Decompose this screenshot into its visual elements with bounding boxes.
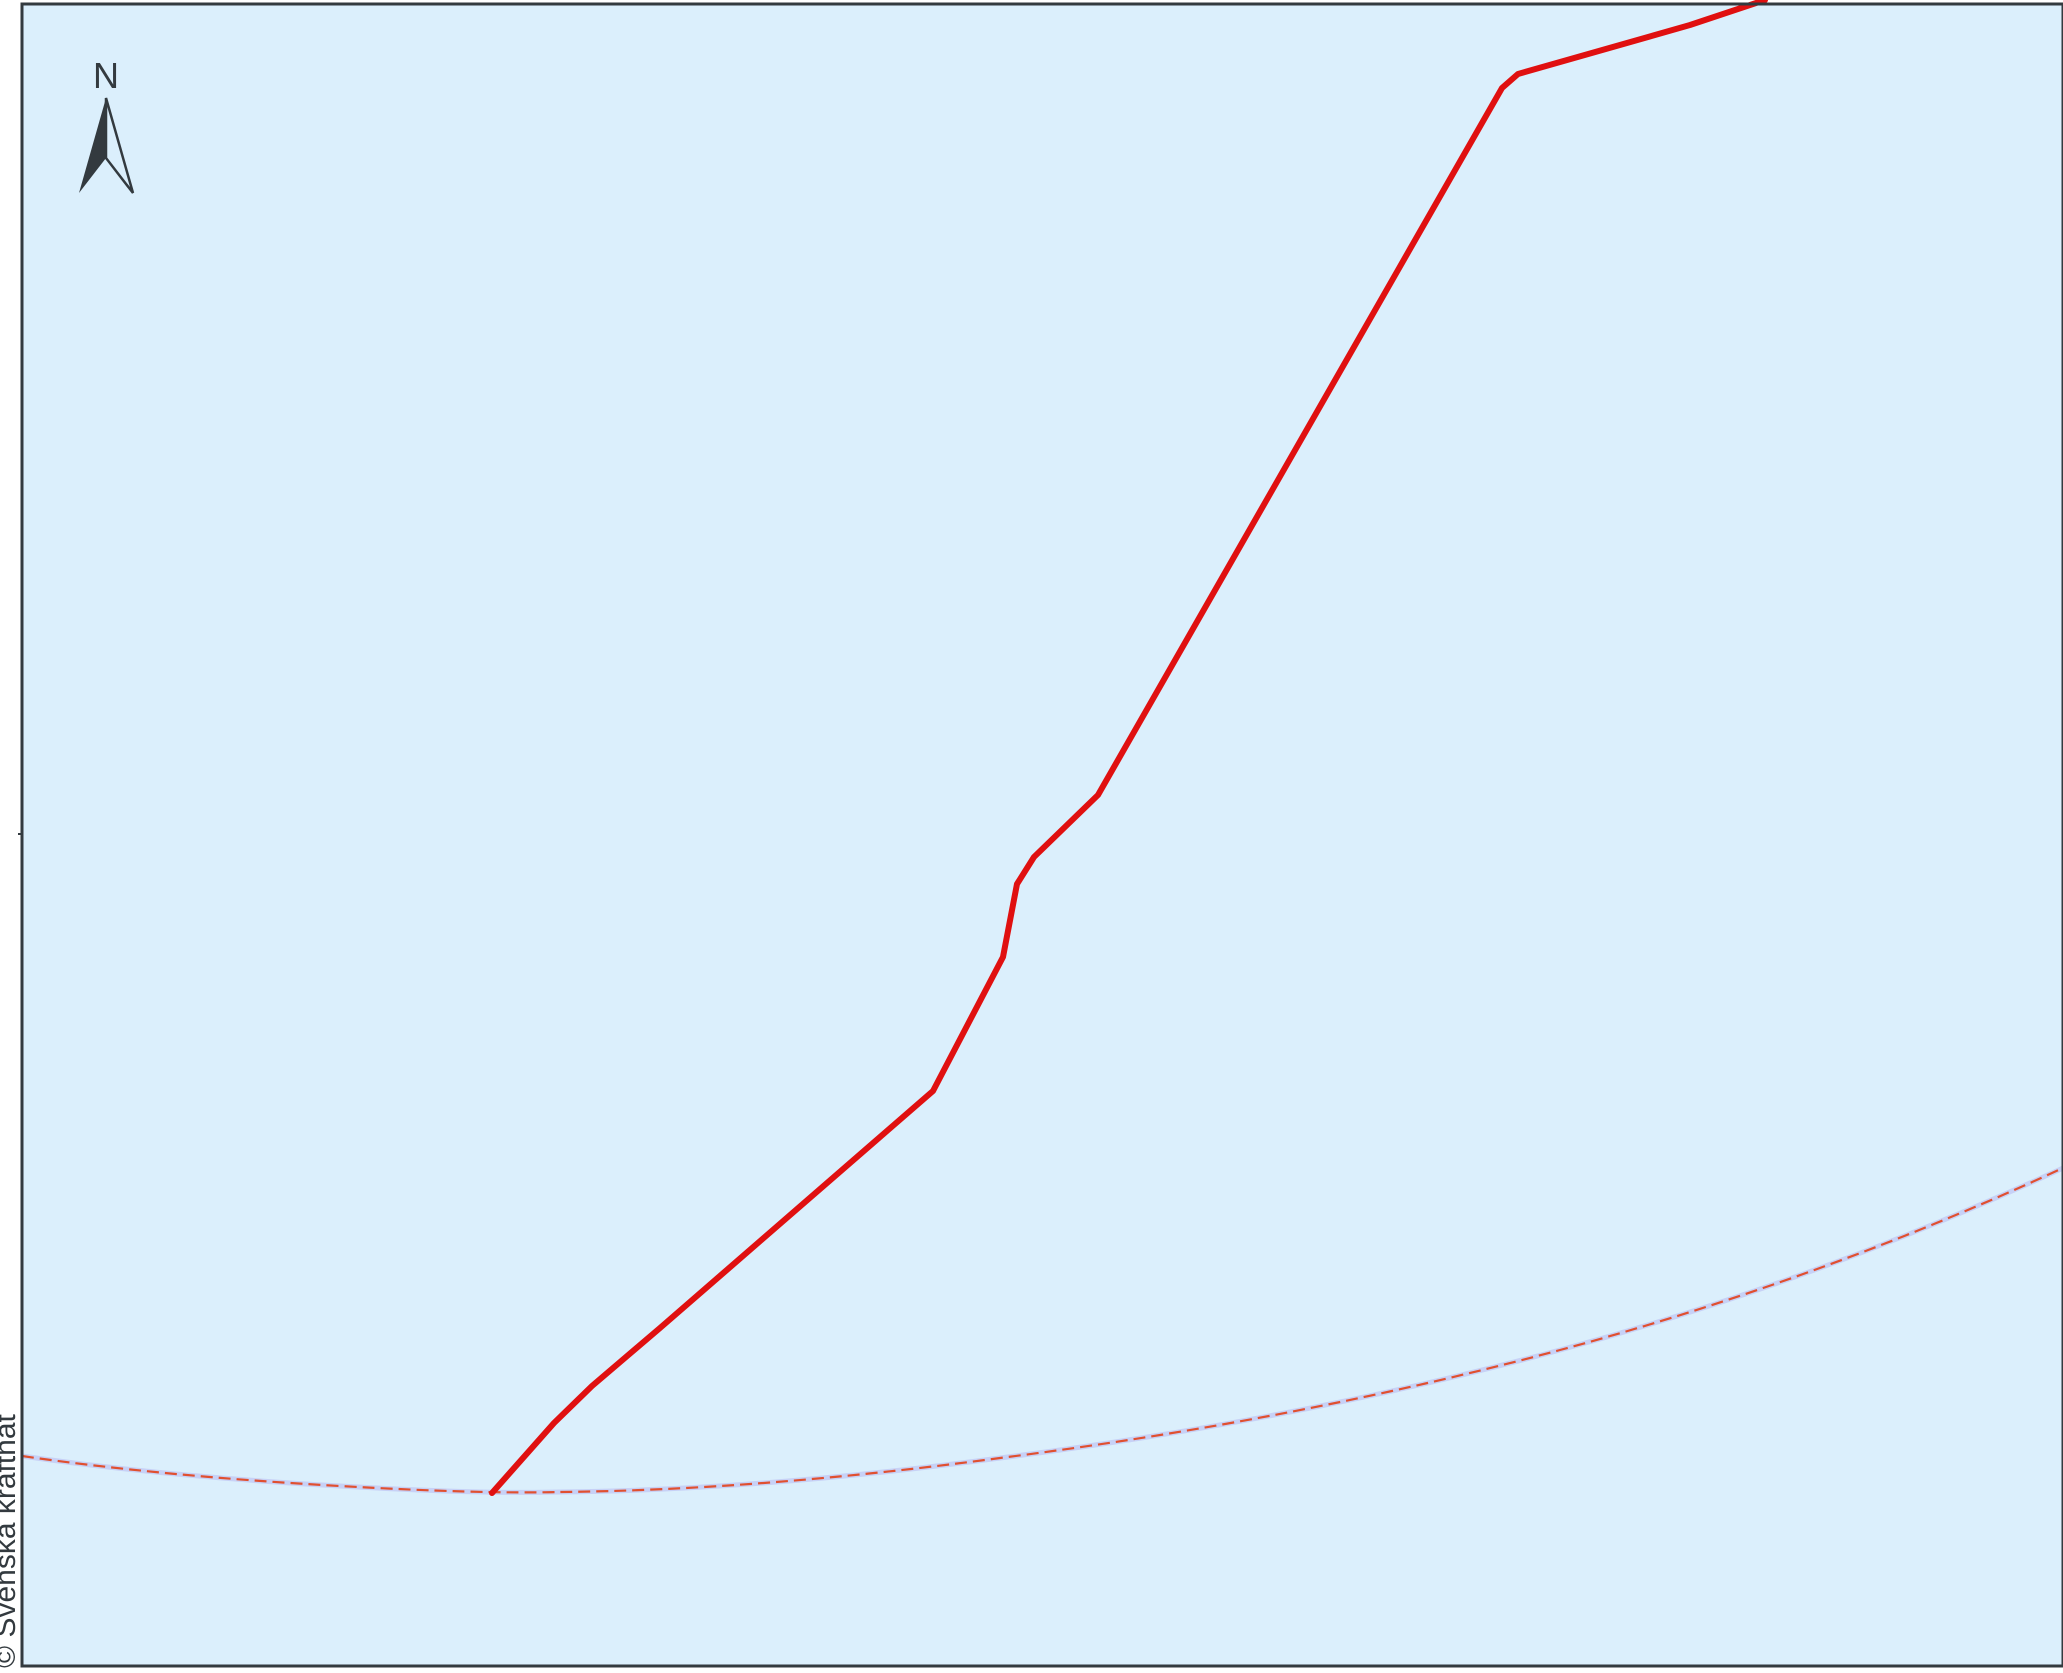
power-line[interactable] <box>489 0 1768 1496</box>
attribution-text: © Svenska kraftnät <box>0 1413 22 1668</box>
north-arrow-icon <box>79 98 106 193</box>
north-arrow-label: N <box>93 55 119 96</box>
boundary-line <box>21 1167 2063 1494</box>
water-area <box>22 4 2063 1666</box>
north-arrow: N <box>79 55 135 194</box>
north-arrow-outline <box>104 97 135 194</box>
